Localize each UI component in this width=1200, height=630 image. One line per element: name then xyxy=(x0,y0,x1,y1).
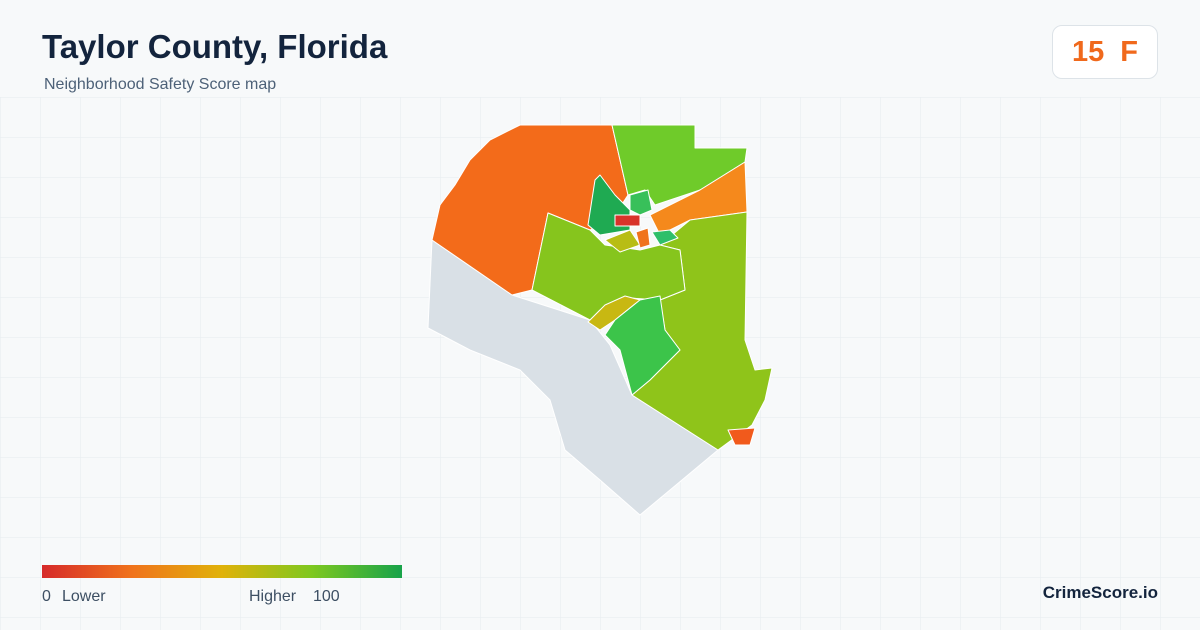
region xyxy=(629,189,653,216)
county-map xyxy=(427,124,773,516)
legend-max-label: Higher xyxy=(249,588,297,605)
region xyxy=(604,295,681,396)
legend-min-label: Lower xyxy=(62,588,106,605)
region xyxy=(614,214,641,227)
score-value: 15 xyxy=(1072,35,1105,68)
legend-gradient xyxy=(42,565,402,578)
title: Taylor County, Florida xyxy=(42,28,388,65)
brand: CrimeScore.io xyxy=(1042,583,1158,602)
legend-max: 100 xyxy=(313,588,340,605)
legend-min: 0 xyxy=(42,588,51,605)
region xyxy=(651,229,679,246)
region xyxy=(635,227,651,249)
region xyxy=(727,427,756,446)
score-grade: F xyxy=(1120,35,1138,68)
score-badge: 15 F xyxy=(1052,25,1158,79)
subtitle: Neighborhood Safety Score map xyxy=(44,76,277,93)
